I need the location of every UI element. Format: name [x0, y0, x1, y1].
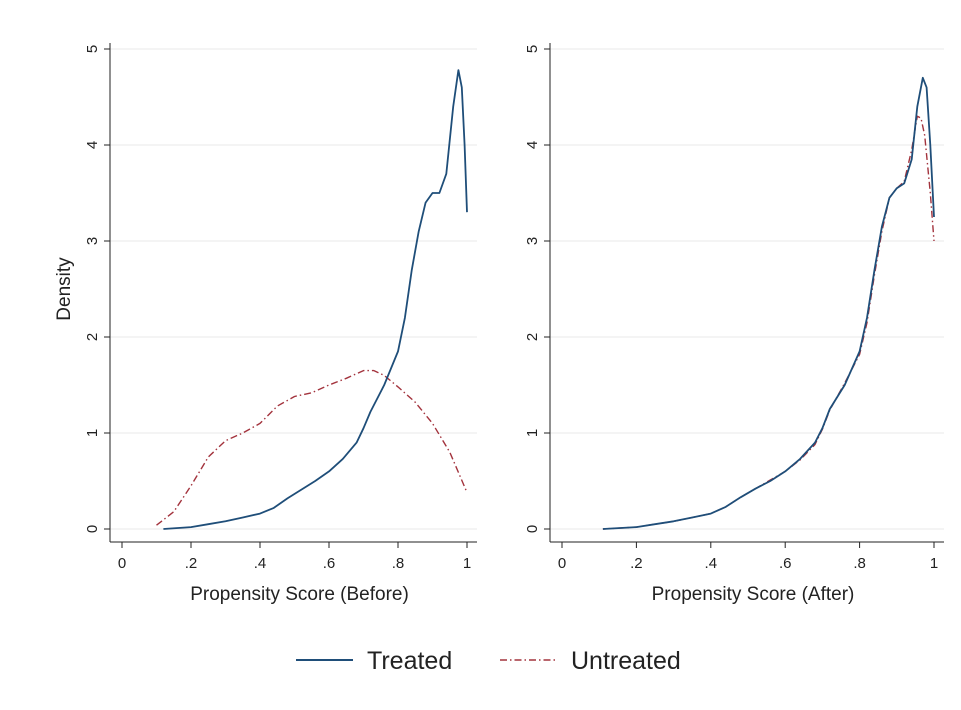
x-tick-label: .4 [705, 555, 718, 572]
y-tick-label: 5 [84, 45, 101, 53]
x-tick-label: .8 [853, 555, 866, 572]
y-tick-label: 3 [524, 237, 541, 245]
panel-after: 0 1 2 3 4 5 0 .2 .4 .6 .8 1 Propensity Score (After) [524, 43, 944, 605]
x-tick-label: .6 [779, 555, 792, 572]
legend: Treated Untreated [296, 647, 681, 675]
series-line-treated [602, 76, 935, 530]
x-tick-label: 1 [463, 555, 471, 572]
y-tick-label: 1 [524, 429, 541, 437]
y-tick-label: 1 [84, 429, 101, 437]
x-tick-label: 1 [930, 555, 938, 572]
legend-label-untreated: Untreated [571, 647, 681, 675]
y-tick-label: 4 [524, 141, 541, 149]
y-tick-label: 0 [524, 525, 541, 533]
panel-before: 0 1 2 3 4 5 0 .2 .4 .6 .8 1 Propensity Score (Before… [54, 43, 477, 605]
x-axis-title: Propensity Score (After) [652, 584, 855, 605]
x-tick-label: .8 [392, 555, 405, 572]
y-tick-label: 2 [524, 333, 541, 341]
y-tick-label: 4 [84, 141, 101, 149]
y-tick-label: 5 [524, 45, 541, 53]
series-line-untreated [602, 115, 935, 530]
y-tick-label: 3 [84, 237, 101, 245]
y-axis-title: Density [54, 257, 75, 321]
x-tick-label: 0 [558, 555, 566, 572]
legend-label-treated: Treated [367, 647, 452, 675]
x-tick-label: .6 [323, 555, 336, 572]
y-tick-label: 2 [84, 333, 101, 341]
x-tick-label: .2 [630, 555, 643, 572]
x-tick-label: 0 [118, 555, 126, 572]
y-tick-label: 0 [84, 525, 101, 533]
x-tick-label: .4 [254, 555, 267, 572]
x-axis-title: Propensity Score (Before) [190, 584, 409, 605]
series-line-treated [163, 69, 468, 530]
series-line-untreated [156, 369, 468, 526]
x-tick-label: .2 [185, 555, 198, 572]
